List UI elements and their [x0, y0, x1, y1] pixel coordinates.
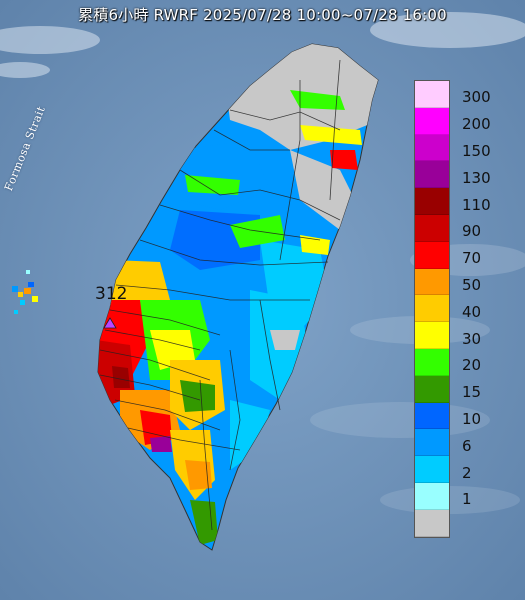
- legend-swatch: [415, 348, 449, 376]
- legend-swatch: [415, 161, 449, 189]
- boundary-lines: [99, 59, 341, 531]
- legend-label: 150: [462, 142, 491, 160]
- legend-label: 6: [462, 436, 472, 455]
- legend-label: 1: [462, 490, 472, 509]
- legend-label: 70: [462, 249, 482, 268]
- max-value-label: 312: [95, 284, 128, 304]
- penghu-islands: [12, 270, 38, 314]
- legend-label: 2: [462, 463, 472, 482]
- legend-swatch: [415, 375, 449, 403]
- legend-swatch: [415, 509, 449, 537]
- legend-label: 300: [462, 88, 491, 107]
- legend-swatch: [415, 456, 449, 483]
- max-marker-icon: [103, 317, 117, 329]
- legend-label: 10: [462, 410, 482, 428]
- legend-swatch: [415, 81, 449, 108]
- legend-swatch: [415, 241, 449, 269]
- legend-swatch: [415, 188, 449, 215]
- legend-swatch: [415, 402, 449, 430]
- legend-swatch: [415, 482, 449, 510]
- legend-label: 15: [462, 383, 482, 402]
- legend-label: 130: [462, 168, 491, 187]
- legend-color-bar: [414, 80, 450, 538]
- legend-swatch: [415, 322, 449, 349]
- legend-label: 90: [462, 222, 482, 241]
- legend-label: 50: [462, 276, 482, 294]
- legend-swatch: [415, 134, 449, 162]
- legend-label: 40: [462, 302, 482, 321]
- legend-label: 200: [462, 115, 491, 134]
- legend-label: 110: [462, 195, 491, 214]
- legend-label: 30: [462, 329, 482, 348]
- legend-label: 20: [462, 356, 482, 375]
- map-title: 累積6小時 RWRF 2025/07/28 10:00~07/28 16:00: [78, 6, 447, 24]
- legend-swatch: [415, 295, 449, 323]
- legend-swatch: [415, 107, 449, 135]
- legend-swatch: [415, 429, 449, 457]
- legend-swatch: [415, 268, 449, 296]
- legend-swatch: [415, 214, 449, 242]
